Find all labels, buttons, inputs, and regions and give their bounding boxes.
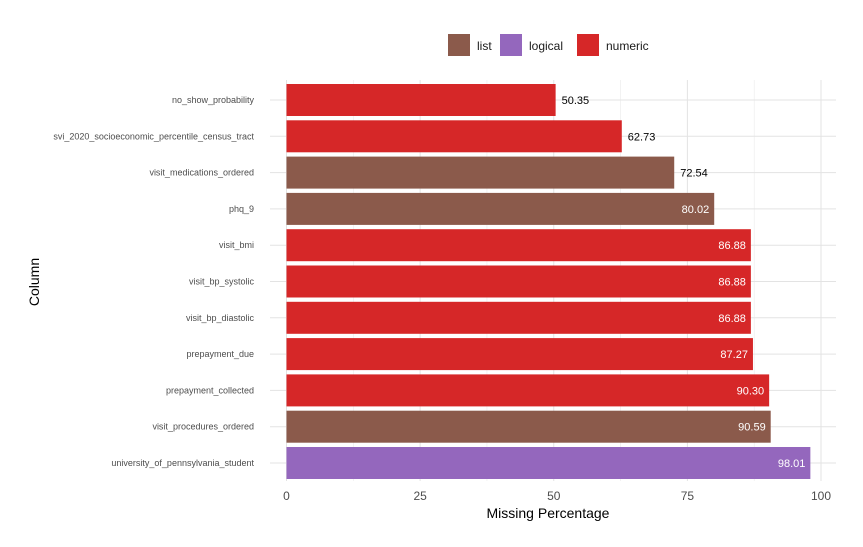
- y-axis-title: Column: [26, 258, 42, 306]
- data-label: 90.30: [737, 385, 765, 397]
- x-tick-label: 100: [811, 489, 831, 503]
- data-label: 72.54: [680, 168, 708, 180]
- y-axis-tick-labels: no_show_probability svi_2020_socioeconomi…: [53, 95, 254, 468]
- x-tick-label: 75: [681, 489, 695, 503]
- bar: [286, 192, 715, 225]
- bar: [286, 410, 771, 443]
- data-label: 98.01: [778, 458, 806, 470]
- y-tick-label: phq_9: [229, 204, 254, 214]
- y-tick-label: university_of_pennsylvania_student: [111, 458, 254, 468]
- bar: [286, 120, 622, 153]
- bars: [286, 84, 811, 479]
- data-label: 80.02: [682, 204, 710, 216]
- legend: list logical numeric: [448, 34, 649, 56]
- y-tick-label: visit_bmi: [219, 240, 254, 250]
- bar: [286, 301, 751, 334]
- y-tick-label: visit_procedures_ordered: [152, 422, 254, 432]
- x-tick-label: 25: [413, 489, 427, 503]
- data-label: 86.88: [718, 277, 746, 289]
- legend-label: list: [477, 39, 492, 53]
- data-label: 87.27: [720, 349, 748, 361]
- legend-label: numeric: [606, 39, 649, 53]
- x-tick-label: 0: [283, 489, 290, 503]
- bar: [286, 338, 753, 371]
- legend-key: [500, 34, 522, 56]
- legend-key: [448, 34, 470, 56]
- data-label: 86.88: [718, 313, 746, 325]
- x-axis-tick-labels: 0 25 50 75 100: [283, 489, 831, 503]
- bar: [286, 229, 751, 262]
- y-tick-label: no_show_probability: [172, 95, 255, 105]
- y-tick-label: prepayment_due: [186, 349, 254, 359]
- bar: [286, 156, 675, 189]
- x-tick-label: 50: [547, 489, 561, 503]
- legend-key: [577, 34, 599, 56]
- data-label: 86.88: [718, 240, 746, 252]
- x-axis-title: Missing Percentage: [487, 505, 610, 521]
- data-label: 62.73: [628, 131, 656, 143]
- y-tick-label: visit_medications_ordered: [149, 168, 254, 178]
- data-labels: 50.35 62.73 72.54 80.02 86.88 86.88 86.88 87.27…: [562, 95, 806, 470]
- bar: [286, 374, 770, 407]
- bar: [286, 265, 751, 298]
- data-label: 50.35: [562, 95, 590, 107]
- legend-label: logical: [529, 39, 563, 53]
- y-tick-label: prepayment_collected: [166, 385, 254, 395]
- y-tick-label: svi_2020_socioeconomic_percentile_census…: [53, 131, 254, 141]
- bar: [286, 84, 556, 116]
- bar: [286, 447, 811, 479]
- y-tick-label: visit_bp_diastolic: [186, 313, 255, 323]
- data-label: 90.59: [738, 422, 766, 434]
- y-tick-label: visit_bp_systolic: [189, 277, 255, 287]
